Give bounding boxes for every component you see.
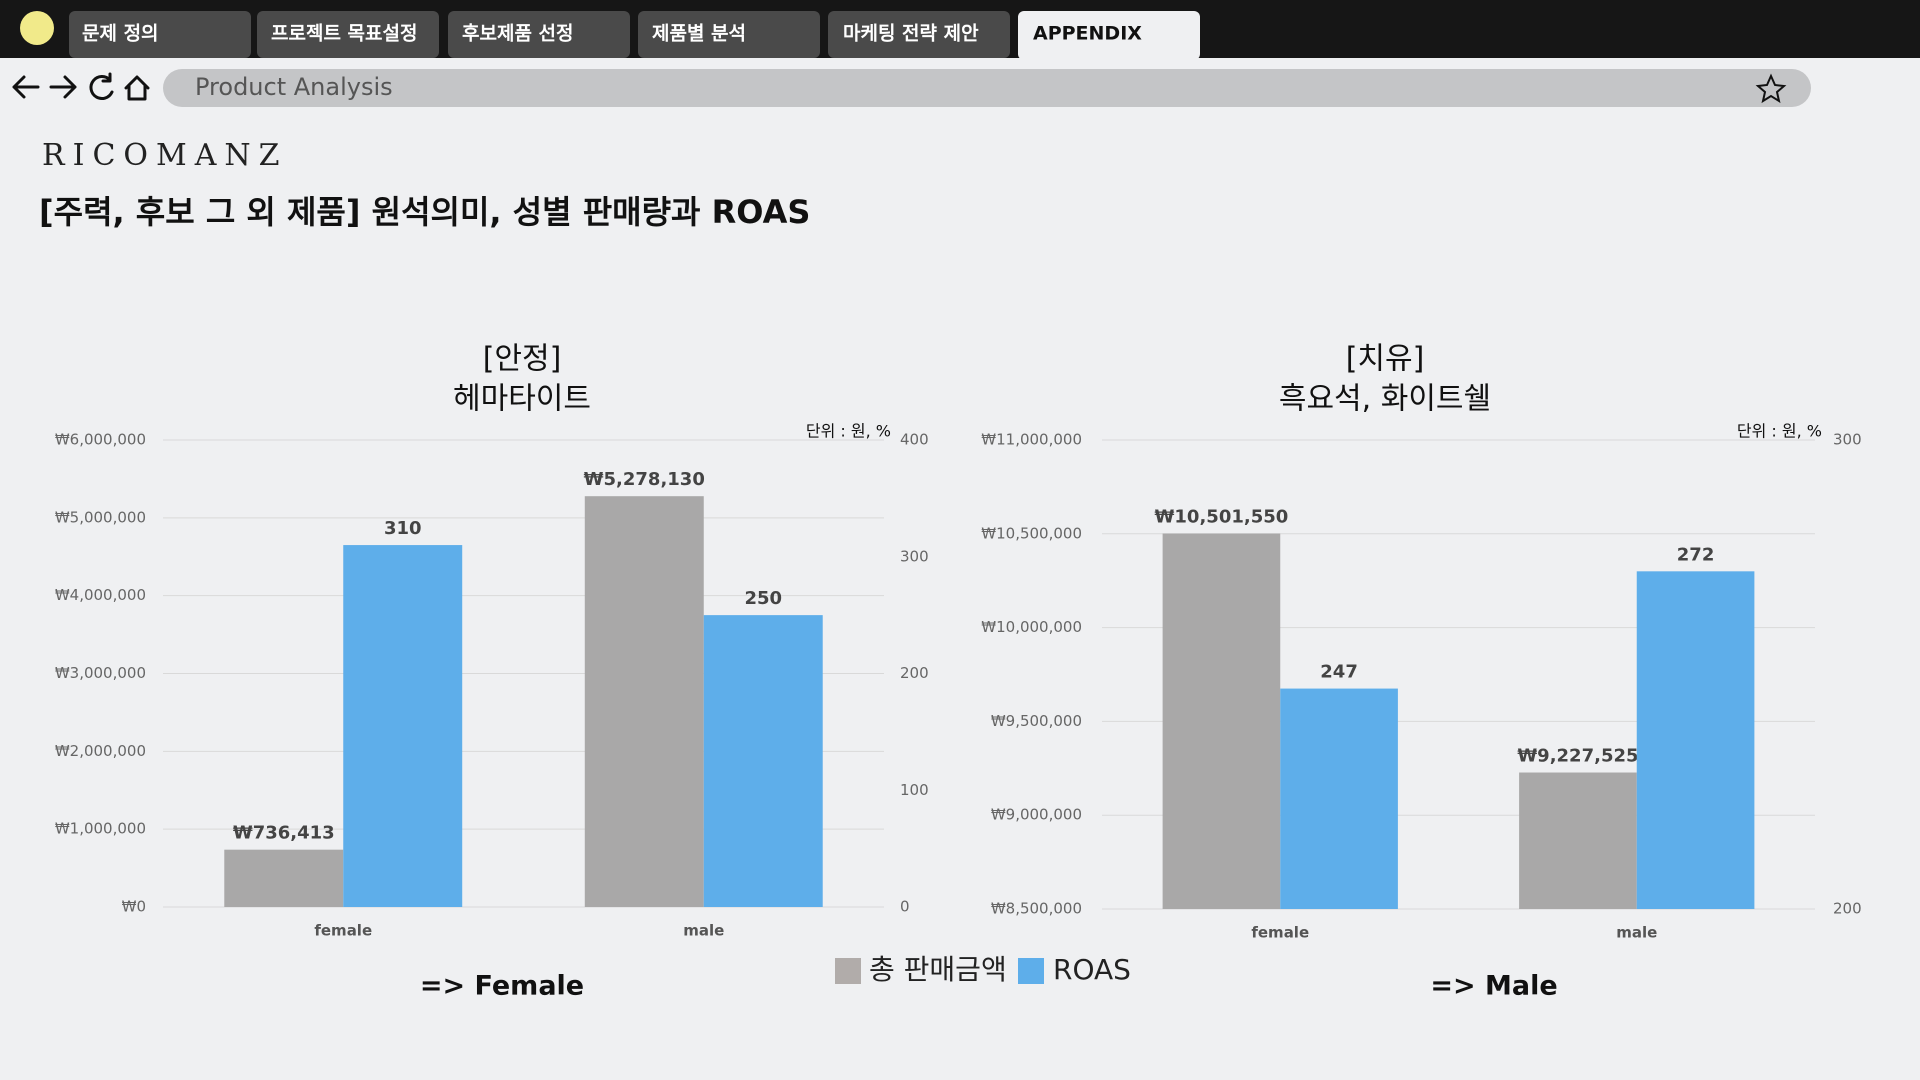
bar <box>584 496 704 907</box>
y-tick-label: ₩1,000,000 <box>55 820 146 838</box>
value-label: ₩5,278,130 <box>584 469 705 490</box>
legend-swatch <box>835 958 861 984</box>
chart-subtitle: 헤마타이트 <box>453 382 591 417</box>
legend-label: ROAS <box>1053 953 1131 986</box>
bar <box>1636 571 1755 909</box>
x-tick-label: male <box>1616 924 1657 942</box>
value-label: ₩9,227,525 <box>1517 746 1638 767</box>
value-label: 250 <box>744 588 782 609</box>
tab[interactable] <box>69 11 251 58</box>
tab-label[interactable]: 마케팅 전략 제안 <box>843 23 979 45</box>
y2-tick-label: 100 <box>900 781 929 799</box>
conclusion: => Female <box>420 971 584 1002</box>
legend-label: 총 판매금액 <box>869 953 1007 986</box>
y-tick-label: ₩11,000,000 <box>981 431 1082 449</box>
y2-tick-label: 300 <box>900 547 929 565</box>
chart-title: [안정] <box>483 342 562 377</box>
x-tick-label: male <box>683 922 724 940</box>
nav-buttons <box>12 72 150 101</box>
y-tick-label: ₩10,500,000 <box>981 524 1082 542</box>
tab[interactable] <box>638 11 820 58</box>
y-tick-label: ₩0 <box>122 898 146 916</box>
bar <box>1162 533 1281 909</box>
y2-tick-label: 400 <box>900 431 929 449</box>
y-tick-label: ₩9,000,000 <box>991 806 1082 824</box>
value-label: ₩736,413 <box>233 823 335 844</box>
value-label: ₩10,501,550 <box>1155 507 1289 528</box>
y2-tick-label: 300 <box>1833 431 1862 449</box>
bar <box>343 545 463 907</box>
page-title: [주력, 후보 그 외 제품] 원석의미, 성별 판매량과 ROAS <box>39 193 810 231</box>
back-button[interactable] <box>12 75 40 99</box>
reload-button[interactable] <box>89 72 114 100</box>
y2-tick-label: 200 <box>1833 900 1862 918</box>
chart-subtitle: 흑요석, 화이트쉘 <box>1279 382 1491 417</box>
conclusion: => Male <box>1430 971 1557 1002</box>
x-tick-label: female <box>314 922 372 940</box>
bar <box>1280 688 1398 909</box>
y-tick-label: ₩3,000,000 <box>55 664 146 682</box>
legend-swatch <box>1018 958 1044 984</box>
y-tick-label: ₩6,000,000 <box>55 431 146 449</box>
value-label: 310 <box>384 518 422 539</box>
bookmark-star[interactable] <box>1755 73 1787 104</box>
home-button[interactable] <box>124 75 150 101</box>
y-tick-label: ₩10,000,000 <box>981 618 1082 636</box>
tab-label[interactable]: 후보제품 선정 <box>462 23 574 45</box>
value-label: 247 <box>1320 662 1358 683</box>
logo: RICOMANZ <box>42 138 287 173</box>
y2-tick-label: 200 <box>900 664 929 682</box>
y2-tick-label: 0 <box>900 898 910 916</box>
tab-label[interactable]: 프로젝트 목표설정 <box>271 23 417 45</box>
bar <box>224 849 344 907</box>
tab[interactable] <box>828 11 1010 58</box>
y-tick-label: ₩2,000,000 <box>55 742 146 760</box>
tabs: 문제 정의 프로젝트 목표설정 후보제품 선정 제품별 분석 마케팅 전략 제안… <box>69 11 1200 60</box>
y-tick-label: ₩5,000,000 <box>55 508 146 526</box>
chart-title: [치유] <box>1346 342 1425 377</box>
y-tick-label: ₩9,500,000 <box>991 712 1082 730</box>
tab-label[interactable]: 제품별 분석 <box>652 23 746 45</box>
unit-note: 단위 : 원, % <box>1737 422 1822 441</box>
y-tick-label: ₩8,500,000 <box>991 900 1082 918</box>
address-text[interactable]: Product Analysis <box>195 73 393 101</box>
y-tick-label: ₩4,000,000 <box>55 586 146 604</box>
tab[interactable] <box>448 11 630 58</box>
tab-label[interactable]: APPENDIX <box>1033 23 1142 45</box>
unit-note: 단위 : 원, % <box>806 422 891 441</box>
tab-active[interactable] <box>1018 11 1200 60</box>
forward-button[interactable] <box>49 75 77 99</box>
address-bar[interactable] <box>163 69 1811 107</box>
tab-label[interactable]: 문제 정의 <box>82 23 159 45</box>
tab[interactable] <box>257 11 439 58</box>
x-tick-label: female <box>1251 924 1309 942</box>
window-dot <box>20 11 54 45</box>
value-label: 272 <box>1677 544 1715 565</box>
bar <box>703 615 823 907</box>
bar <box>1519 772 1637 909</box>
